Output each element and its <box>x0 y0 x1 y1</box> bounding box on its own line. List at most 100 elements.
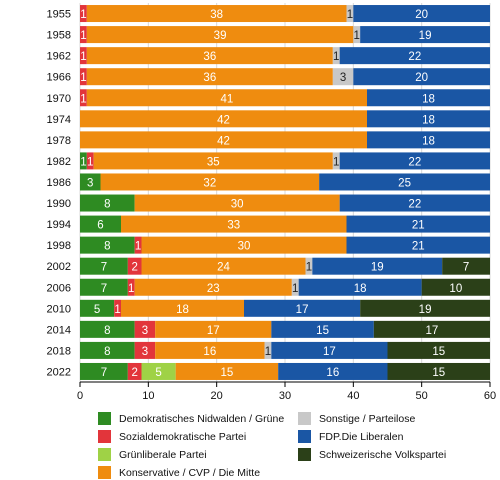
bar-value-label: 16 <box>203 346 216 358</box>
legend-item-greens: Demokratisches Nidwalden / Grüne <box>98 412 284 425</box>
bar-segment <box>80 173 101 191</box>
bar-value-label: 3 <box>142 346 148 358</box>
y-tick-label: 2014 <box>47 324 71 336</box>
x-tick-label: 10 <box>142 390 154 400</box>
bar-value-label: 8 <box>104 346 110 358</box>
bar-value-label: 1 <box>333 156 339 168</box>
bar-value-label: 8 <box>104 199 110 211</box>
bar-segment <box>442 257 490 275</box>
bar-value-label: 1 <box>347 9 353 21</box>
bar-value-label: 3 <box>87 177 93 189</box>
bar-value-label: 19 <box>419 304 432 316</box>
y-tick-label: 1966 <box>47 72 71 84</box>
y-tick-label: 2002 <box>47 261 71 273</box>
bar-value-label: 15 <box>432 346 445 358</box>
bar-value-label: 1 <box>333 51 339 63</box>
bar-value-label: 21 <box>412 241 425 253</box>
y-axis-labels: 1955 1958 1962 1966 1970 1974 1978 1982 1986 1990… <box>47 9 71 379</box>
legend-swatch <box>98 448 111 461</box>
bar-value-label: 15 <box>316 325 329 337</box>
bar-value-label: 30 <box>231 199 244 211</box>
bar-value-label: 6 <box>97 220 103 232</box>
x-tick-label: 50 <box>416 390 428 400</box>
bar-segment <box>353 26 361 44</box>
bar-segment <box>80 299 115 317</box>
bar-value-label: 18 <box>354 283 367 295</box>
bar-value-label: 17 <box>296 304 309 316</box>
bar-value-label: 8 <box>104 241 110 253</box>
bar-segment <box>80 68 87 86</box>
bar-value-label: 39 <box>214 30 227 42</box>
bar-value-label: 1 <box>80 72 86 84</box>
bar-segment <box>298 278 422 296</box>
bar-value-label: 33 <box>227 220 240 232</box>
bar-value-label: 7 <box>101 367 107 379</box>
bar-value-label: 20 <box>415 9 428 21</box>
bar-segment <box>80 89 87 107</box>
y-tick-label: 1955 <box>47 9 71 21</box>
bar-segment <box>121 215 347 233</box>
bar-segment <box>387 341 490 359</box>
bar-value-label: 1 <box>80 30 86 42</box>
legend-swatch <box>298 412 311 425</box>
grid-lines <box>79 3 491 382</box>
y-tick-label: 1986 <box>47 177 71 189</box>
bar-value-label: 3 <box>142 325 148 337</box>
bar-segment <box>367 110 490 128</box>
bar-value-label: 15 <box>432 367 445 379</box>
bar-value-label: 35 <box>207 156 220 168</box>
bar-segment <box>367 89 490 107</box>
y-tick-label: 1970 <box>47 93 71 105</box>
bar-value-label: 3 <box>340 72 346 84</box>
y-tick-label: 1982 <box>47 156 71 168</box>
bar-value-label: 17 <box>426 325 439 337</box>
bar-value-label: 2 <box>131 262 137 274</box>
bar-value-label: 20 <box>415 72 428 84</box>
bar-segment <box>339 47 490 65</box>
bar-value-label: 18 <box>422 135 435 147</box>
legend-label: Sonstige / Parteilose <box>319 412 416 425</box>
bar-segment <box>141 236 347 254</box>
y-tick-label: 1990 <box>47 198 71 210</box>
x-tick-label: 0 <box>77 390 83 400</box>
bar-value-label: 5 <box>155 367 161 379</box>
bar-segment <box>134 194 340 212</box>
bar-segment <box>332 47 340 65</box>
bar-value-label: 10 <box>449 283 462 295</box>
bar-value-label: 22 <box>408 199 421 211</box>
bar-segment <box>80 5 87 23</box>
bar-value-label: 1 <box>354 30 360 42</box>
bar-segment <box>360 299 490 317</box>
bar-value-label: 1 <box>80 156 86 168</box>
bar-segment <box>80 110 367 128</box>
bar-segment <box>353 5 490 23</box>
bar-segment <box>271 341 388 359</box>
bar-value-label: 2 <box>131 367 137 379</box>
y-tick-label: 2022 <box>47 366 71 378</box>
bar-value-label: 7 <box>101 262 107 274</box>
bar-value-label: 23 <box>207 283 220 295</box>
bar-segment <box>80 26 87 44</box>
bar-segment <box>332 152 340 170</box>
bar-value-label: 1 <box>135 241 141 253</box>
legend-swatch <box>98 412 111 425</box>
bar-segment <box>367 131 490 149</box>
bar-value-label: 42 <box>217 135 230 147</box>
bar-segment <box>271 320 374 338</box>
y-tick-label: 1974 <box>47 114 71 126</box>
bar-value-label: 18 <box>422 93 435 105</box>
bar-segment <box>86 68 333 86</box>
bar-value-label: 1 <box>128 283 134 295</box>
bar-segment <box>86 47 333 65</box>
bar-value-label: 25 <box>398 177 411 189</box>
legend-label: Konservative / CVP / Die Mitte <box>119 466 261 479</box>
bar-segment <box>155 320 272 338</box>
x-tick-label: 40 <box>347 390 359 400</box>
bar-segment <box>80 194 135 212</box>
bar-value-label: 32 <box>203 177 216 189</box>
bar-segment <box>86 5 347 23</box>
bar-value-label: 8 <box>104 325 110 337</box>
legend-label: Grünliberale Partei <box>119 448 207 461</box>
